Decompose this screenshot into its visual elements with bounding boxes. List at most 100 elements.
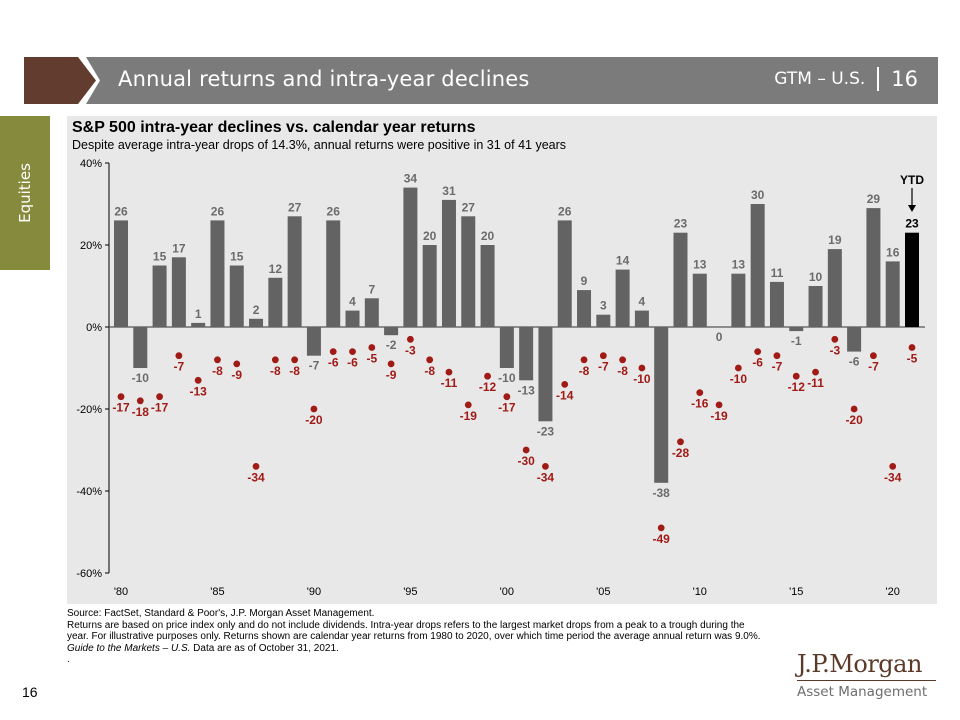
logo-rule <box>797 680 936 681</box>
y-tick-label: 0% <box>86 322 102 334</box>
guide-note: Guide to the Markets – U.S. Data are as … <box>67 643 767 655</box>
bar-label-2002: -23 <box>537 424 555 438</box>
bar-label-1993: 7 <box>368 282 375 296</box>
decline-label-2018: -20 <box>845 413 863 427</box>
decline-label-1984: -13 <box>189 384 207 398</box>
bar-label-1997: 31 <box>442 184 456 198</box>
x-tick-label: '85 <box>210 586 224 598</box>
decline-dot-1986 <box>233 360 241 368</box>
decline-dot-2002 <box>542 463 549 470</box>
bar-label-1989: 27 <box>288 200 302 214</box>
trailing-mark: . <box>67 654 70 665</box>
decline-dot-2021 <box>908 344 916 351</box>
decline-dot-1997 <box>445 368 453 376</box>
bar-label-1982: 15 <box>153 250 167 264</box>
decline-dot-1999 <box>484 372 491 380</box>
bar-2003 <box>557 220 572 327</box>
decline-dot-1996 <box>426 356 434 364</box>
bar-2002 <box>538 327 553 422</box>
decline-dot-1983 <box>175 352 183 360</box>
decline-dot-1987 <box>252 463 260 470</box>
x-tick-label: '05 <box>596 586 610 598</box>
decline-label-2013: -6 <box>752 356 763 370</box>
source-note: Source: FactSet, Standard & Poor's, J.P.… <box>67 608 375 619</box>
bar-label-1992: 4 <box>349 295 356 309</box>
bar-1980 <box>114 220 128 327</box>
bar-label-2019: 29 <box>867 192 881 206</box>
guide-title: Guide to the Markets – U.S. <box>67 642 191 654</box>
decline-label-1991: -6 <box>328 356 339 370</box>
decline-dot-1981 <box>136 397 144 405</box>
decline-dot-2019 <box>870 352 877 360</box>
decline-dot-2004 <box>580 356 588 364</box>
bar-label-1984: 1 <box>195 307 202 321</box>
header-page-info: GTM – U.S. 16 <box>774 64 918 94</box>
bar-2014 <box>769 281 784 327</box>
bar-label-2014: 11 <box>771 266 784 280</box>
bar-label-2008: -38 <box>653 486 671 500</box>
decline-dot-1990 <box>310 405 318 413</box>
x-tick-label: '15 <box>789 586 803 598</box>
y-tick-label: 40% <box>80 158 102 170</box>
bar-1981 <box>133 327 148 368</box>
bar-label-2021: 23 <box>905 217 919 231</box>
jpmorgan-logo: J.P.Morgan Asset Management <box>797 650 937 700</box>
bar-2005 <box>596 314 611 327</box>
bar-2020 <box>885 261 900 327</box>
decline-label-1990: -20 <box>305 413 323 427</box>
decline-label-1998: -19 <box>460 409 478 423</box>
bar-1986 <box>229 265 244 327</box>
decline-label-2003: -14 <box>556 388 574 402</box>
decline-dot-1982 <box>156 393 163 401</box>
decline-dot-1998 <box>464 401 472 409</box>
bar-label-2013: 30 <box>751 188 765 202</box>
decline-dot-1989 <box>291 356 299 364</box>
bar-2000 <box>499 327 514 368</box>
decline-label-2007: -10 <box>633 372 651 386</box>
decline-dot-2006 <box>619 356 627 364</box>
bar-2016 <box>808 286 823 327</box>
x-tick-label: '90 <box>307 586 321 598</box>
decline-dot-1995 <box>406 335 414 343</box>
decline-label-1989: -8 <box>289 364 300 378</box>
decline-dot-2016 <box>812 368 819 376</box>
decline-label-1986: -9 <box>231 368 242 382</box>
decline-dot-2001 <box>522 446 530 454</box>
bar-label-1990: -7 <box>309 359 320 373</box>
bar-1997 <box>441 199 456 327</box>
bar-label-1995: 34 <box>404 172 418 186</box>
bar-1999 <box>480 245 495 327</box>
decline-label-1981: -18 <box>132 405 150 419</box>
bar-label-2000: -10 <box>498 371 516 385</box>
decline-label-1985: -8 <box>212 364 223 378</box>
bar-2007 <box>634 310 649 327</box>
bar-label-2003: 26 <box>558 204 572 218</box>
decline-label-1999: -12 <box>479 380 497 394</box>
decline-dot-2005 <box>599 352 607 360</box>
bar-label-2012: 13 <box>732 258 746 272</box>
decline-label-2015: -12 <box>788 380 806 394</box>
bar-1996 <box>422 245 437 327</box>
x-tick-label: '20 <box>886 586 900 598</box>
bar-2006 <box>615 269 630 327</box>
decline-label-2004: -8 <box>579 364 590 378</box>
decline-label-2021: -5 <box>907 352 918 366</box>
header-divider <box>877 67 880 91</box>
page-title: Annual returns and intra-year declines <box>118 67 530 91</box>
decline-dot-2000 <box>503 393 511 401</box>
bar-2008 <box>654 327 669 483</box>
decline-label-2001: -30 <box>517 454 535 468</box>
bar-1985 <box>210 220 225 327</box>
axes: 40% 20% 0% -20% -40% -60% '80 '85 '90 '95 '00 '05 '1… <box>76 158 925 598</box>
decline-label-2019: -7 <box>868 360 879 374</box>
decline-label-2009: -28 <box>672 446 690 460</box>
bar-2018 <box>847 327 862 352</box>
bar-label-2009: 23 <box>674 217 688 231</box>
bar-1982 <box>152 265 167 327</box>
decline-dot-2020 <box>889 463 897 470</box>
decline-label-2006: -8 <box>617 364 628 378</box>
header-page-number: 16 <box>891 67 918 91</box>
section-tab-equities[interactable]: Equities <box>0 116 50 270</box>
decline-label-2020: -34 <box>884 470 902 484</box>
